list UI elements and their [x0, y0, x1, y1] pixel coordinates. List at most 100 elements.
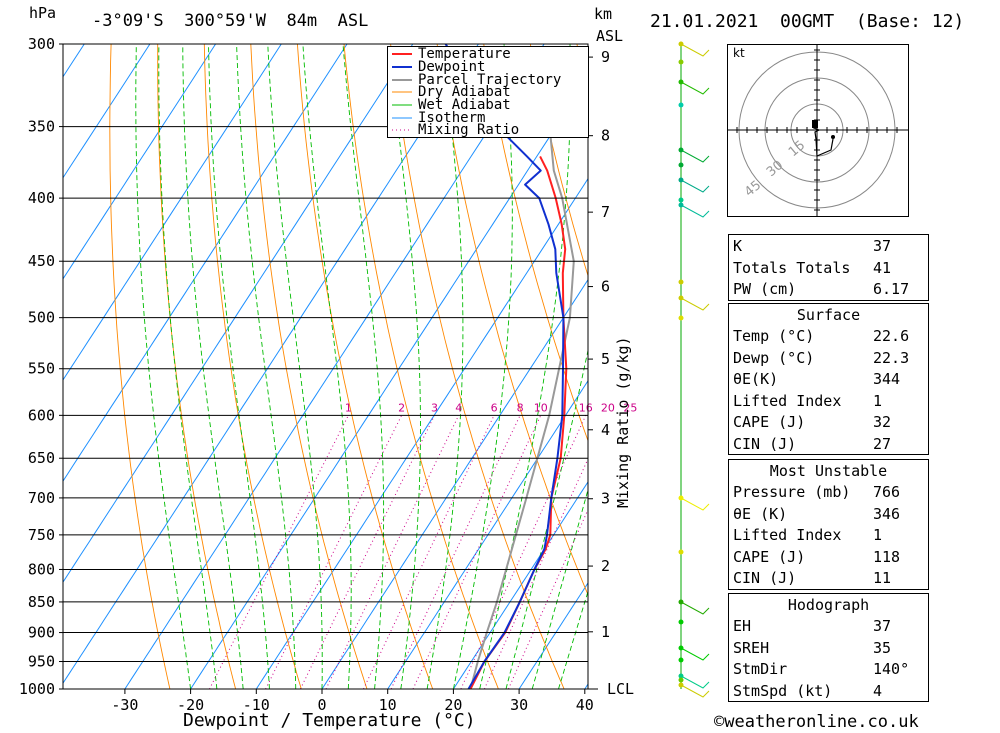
km-tick-label: 9: [601, 48, 610, 66]
dry-adiabat-line: [343, 44, 499, 689]
wind-level-dot: [678, 197, 684, 203]
km-tick-label: 4: [601, 421, 610, 439]
surface-table: Surface Temp (°C) 22.6 Dewp (°C) 22.3 θE(K…: [728, 303, 929, 455]
wind-level-dot: [678, 315, 684, 321]
wind-level-dot: [678, 279, 684, 285]
wind-barb: [680, 149, 710, 163]
most-unstable-row: CIN (J) 11: [733, 569, 892, 587]
isotherm-line: [321, 278, 588, 689]
temperature-tick-label: 30: [510, 696, 528, 714]
legend-temperature: Temperature: [418, 46, 511, 62]
pressure-tick-label: 900: [28, 624, 55, 642]
wet-adiabat-line: [342, 44, 385, 689]
index-row-pw: PW (cm) 6.17: [729, 278, 928, 300]
legend-mixing-ratio: Mixing Ratio: [418, 122, 520, 138]
temperature-tick-label: 20: [444, 696, 462, 714]
mixing-ratio-label: 4: [455, 401, 462, 414]
isotherm-line: [190, 76, 588, 689]
lcl-label: LCL: [607, 680, 635, 698]
temperature-tick-label: 10: [379, 696, 397, 714]
date-title: 21.01.2021 00GMT (Base: 12): [650, 11, 965, 32]
wet-adiabat-line: [267, 44, 323, 689]
pressure-tick-label: 1000: [19, 680, 55, 698]
dry-adiabat-line: [109, 44, 171, 689]
surface-row: θE(K) 344: [733, 370, 901, 388]
most-unstable-title: Most Unstable: [769, 462, 888, 480]
wet-adiabat-line: [505, 348, 588, 689]
most-unstable-row: θE (K) 346: [733, 504, 901, 523]
dry-adiabat-line: [950, 44, 1000, 689]
dry-adiabat-line: [483, 44, 588, 442]
km-tick-label: 2: [601, 557, 610, 575]
dry-adiabat-line: [157, 44, 237, 689]
wind-barb: [680, 675, 710, 689]
temperature-tick-label: 0: [317, 696, 326, 714]
legend-dry-adiabat: Dry Adiabat: [418, 84, 511, 100]
index-value: 37: [873, 237, 892, 255]
index-row-totals: Totals Totals 41: [729, 257, 928, 279]
mixing-ratio-label: 25: [623, 401, 637, 414]
mixing-ratio-line: [412, 415, 542, 689]
surface-row: Dewp (°C) 22.3: [733, 348, 910, 367]
surface-row: Temp (°C) 22.6: [733, 327, 910, 345]
legend-isotherm: Isotherm: [418, 110, 486, 126]
wind-barb: [680, 204, 710, 218]
isotherm-line: [124, 44, 545, 689]
km-tick-label: 5: [601, 350, 610, 368]
legend-swatches: [392, 53, 412, 131]
plot-frame: [62, 43, 589, 690]
pressure-tick-label: 600: [28, 406, 55, 424]
wind-barb: [680, 601, 710, 615]
wet-adiabat-line: [388, 44, 421, 689]
most-unstable-row: Lifted Index 1: [733, 526, 883, 544]
wind-barb: [680, 297, 710, 311]
pressure-tick-label: 700: [28, 489, 55, 507]
mixing-ratio-label: 1: [345, 401, 352, 414]
legend-parcel: Parcel Trajectory: [418, 72, 562, 88]
temperature-tick-label: -10: [243, 696, 270, 714]
index-value: 6.17: [873, 280, 910, 298]
hodograph-row: EH 37: [733, 617, 892, 635]
pressure-tick-label: 350: [28, 118, 55, 136]
km-tick-label: 1: [601, 623, 610, 641]
wind-level-dot: [678, 549, 684, 555]
isotherm-line: [255, 177, 588, 689]
surface-row: CAPE (J) 32: [733, 413, 892, 431]
index-label: K: [733, 237, 743, 255]
pressure-tick-label: 800: [28, 560, 55, 578]
surface-row: CIN (J) 27: [733, 434, 892, 453]
mixing-ratio-label: 20: [601, 401, 615, 414]
mixing-ratio-label: 3: [431, 401, 438, 414]
isotherm-line: [63, 44, 217, 280]
pressure-tick-label: 300: [28, 35, 55, 53]
km-tick-label: 7: [601, 203, 610, 221]
wind-barb: [680, 81, 710, 95]
wet-adiabat-line: [208, 44, 270, 689]
mixing-ratio-label: 16: [579, 401, 593, 414]
legend-wet-adiabat: Wet Adiabat: [418, 97, 511, 113]
index-label: PW (cm): [733, 280, 797, 298]
credit-text[interactable]: ©weatheronline.co.uk: [714, 712, 919, 732]
pressure-tick-label: 450: [28, 252, 55, 270]
most-unstable-row: CAPE (J) 118: [733, 547, 901, 566]
surface-title: Surface: [796, 306, 861, 324]
pressure-tick-label: 950: [28, 653, 55, 671]
legend-dewpoint: Dewpoint: [418, 59, 486, 75]
pressure-unit-label: hPa: [29, 4, 57, 22]
mixing-ratio-label: 10: [534, 401, 548, 414]
wet-adiabat-line: [135, 44, 192, 689]
dry-adiabat-line: [390, 44, 565, 689]
temperature-tick-label: 40: [576, 696, 594, 714]
pressure-tick-label: 500: [28, 309, 55, 327]
hodograph-table: Hodograph EH 37 SREH 35 StmDir 140° StmSpd …: [728, 593, 929, 702]
hodograph: kt 15 30 45: [727, 44, 909, 217]
mixing-ratio-line: [507, 508, 588, 689]
wind-level-dot: [678, 162, 684, 168]
hodograph-unit: kt: [733, 46, 745, 60]
index-value: 41: [873, 258, 892, 277]
surface-row: Lifted Index 1: [733, 391, 883, 410]
pressure-tick-label: 550: [28, 360, 55, 378]
km-tick-label: 6: [601, 278, 610, 296]
pressure-tick-label: 850: [28, 593, 55, 611]
wind-barb: [680, 179, 710, 193]
